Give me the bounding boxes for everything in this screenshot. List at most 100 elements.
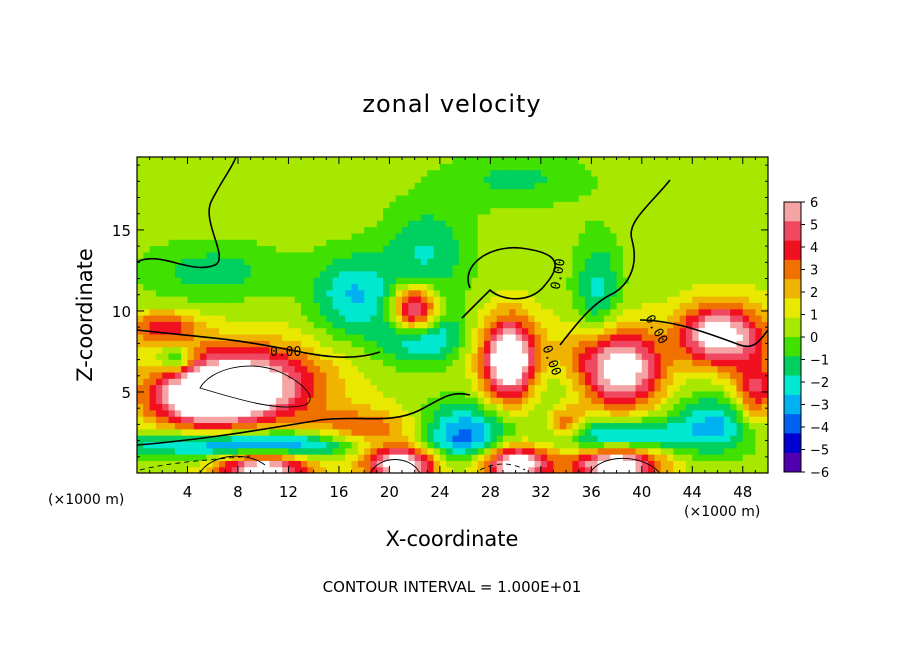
heatmap-cell (755, 289, 763, 297)
heatmap-cell (376, 163, 384, 171)
heatmap-cell (250, 175, 258, 183)
heatmap-cell (376, 435, 384, 442)
heatmap-cell (572, 428, 580, 436)
heatmap-cell (547, 327, 555, 335)
heatmap-cell (439, 365, 447, 373)
heatmap-cell (591, 239, 599, 247)
heatmap-cell (578, 454, 586, 461)
heatmap-cell (181, 454, 189, 461)
heatmap-cell (452, 194, 460, 202)
heatmap-cell (547, 169, 555, 177)
heatmap-cell (206, 454, 214, 461)
heatmap-cell (256, 359, 264, 367)
heatmap-cell (439, 201, 447, 209)
heatmap-cell (250, 188, 258, 196)
heatmap-cell (496, 220, 504, 228)
heatmap-cell (181, 441, 189, 449)
heatmap-cell (521, 466, 529, 473)
heatmap-cell (319, 207, 327, 215)
heatmap-cell (244, 251, 252, 259)
heatmap-cell (490, 441, 498, 449)
heatmap-cell (338, 460, 346, 468)
heatmap-cell (263, 283, 271, 291)
heatmap-cell (603, 390, 611, 398)
heatmap-cell (755, 422, 763, 430)
heatmap-cell (641, 327, 649, 335)
heatmap-cell (288, 220, 296, 228)
heatmap-cell (540, 466, 548, 473)
heatmap-cell (250, 378, 258, 386)
heatmap-cell (288, 378, 296, 386)
heatmap-cell (648, 283, 656, 291)
heatmap-cell (256, 264, 264, 272)
heatmap-cell (231, 422, 239, 430)
heatmap-cell (237, 435, 245, 442)
heatmap-cell (181, 422, 189, 430)
heatmap-cell (654, 232, 662, 240)
heatmap-cell (219, 466, 226, 473)
heatmap-cell (585, 283, 592, 291)
heatmap-cell (572, 239, 580, 247)
heatmap-cell (641, 308, 649, 316)
heatmap-cell (641, 340, 649, 348)
heatmap-cell (502, 441, 510, 449)
heatmap-cell (395, 359, 403, 367)
heatmap-cell (225, 397, 233, 405)
heatmap-cell (742, 207, 750, 215)
heatmap-cell (294, 169, 302, 177)
heatmap-cell (610, 384, 618, 392)
heatmap-cell (301, 441, 308, 449)
heatmap-cell (603, 175, 611, 183)
heatmap-cell (162, 384, 170, 392)
heatmap-cell (200, 359, 208, 367)
heatmap-cell (376, 460, 384, 468)
heatmap-cell (319, 422, 327, 430)
heatmap-cell (275, 352, 283, 360)
heatmap-cell (193, 182, 201, 190)
heatmap-cell (679, 251, 687, 259)
heatmap-cell (465, 232, 473, 240)
heatmap-cell (641, 157, 649, 164)
heatmap-cell (641, 207, 649, 215)
heatmap-cell (673, 289, 681, 297)
heatmap-cell (187, 397, 195, 405)
heatmap-cell (685, 289, 693, 297)
heatmap-cell (597, 277, 605, 284)
heatmap-cell (452, 163, 460, 171)
heatmap-cell (256, 283, 264, 291)
heatmap-cell (610, 264, 618, 272)
heatmap-cell (187, 466, 195, 473)
heatmap-cell (572, 447, 580, 455)
heatmap-cell (427, 283, 435, 291)
heatmap-cell (338, 283, 346, 291)
heatmap-cell (414, 194, 422, 202)
heatmap-cell (370, 270, 378, 278)
heatmap-cell (685, 163, 693, 171)
heatmap-cell (622, 239, 630, 247)
heatmap-cell (635, 315, 643, 322)
heatmap-cell (345, 409, 353, 417)
heatmap-cell (477, 264, 485, 272)
heatmap-cell (319, 409, 327, 417)
heatmap-cell (654, 378, 662, 386)
heatmap-cell (736, 466, 744, 473)
heatmap-cell (414, 163, 422, 171)
heatmap-cell (206, 346, 214, 354)
heatmap-cell (395, 251, 403, 259)
heatmap-cell (326, 258, 334, 266)
heatmap-cell (730, 163, 738, 171)
heatmap-cell (263, 447, 271, 455)
heatmap-cell (597, 175, 605, 183)
heatmap-cell (332, 264, 340, 272)
heatmap-cell (490, 378, 498, 386)
heatmap-cell (572, 251, 580, 259)
heatmap-cell (408, 258, 416, 266)
heatmap-cell (351, 315, 359, 322)
heatmap-cell (162, 163, 170, 171)
heatmap-cell (174, 232, 182, 240)
heatmap-cell (660, 226, 668, 234)
heatmap-cell (256, 232, 264, 240)
heatmap-cell (749, 403, 756, 411)
heatmap-cell (162, 390, 170, 398)
heatmap-cell (250, 403, 258, 411)
